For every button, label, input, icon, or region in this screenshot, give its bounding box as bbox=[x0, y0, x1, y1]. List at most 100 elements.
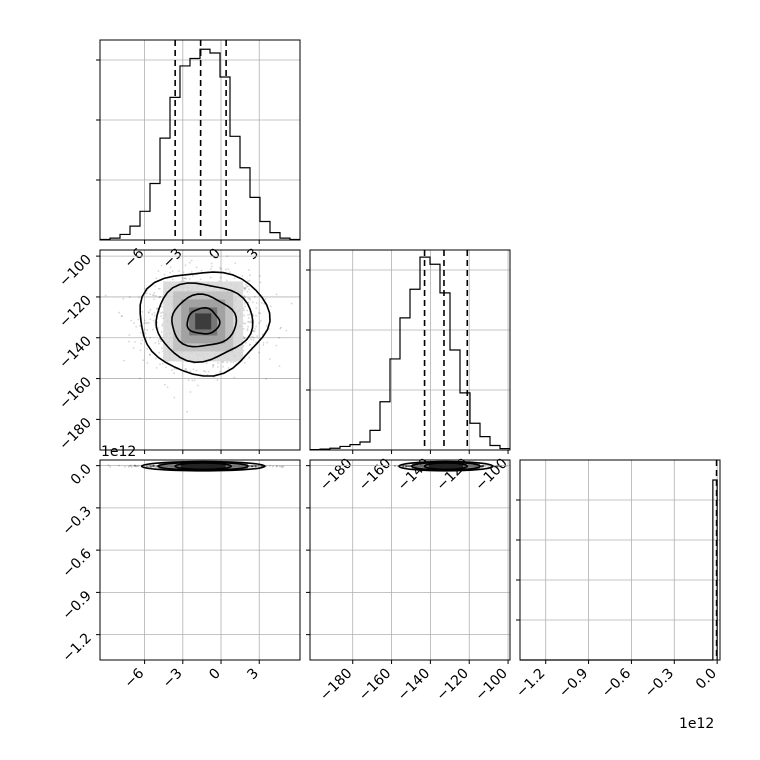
sample-point bbox=[253, 465, 256, 467]
sample-point bbox=[248, 297, 251, 300]
sample-point bbox=[222, 361, 225, 363]
sample-point bbox=[149, 465, 152, 468]
density-cell bbox=[195, 313, 212, 330]
sample-point bbox=[216, 366, 219, 368]
sample-point bbox=[246, 290, 249, 293]
sample-point bbox=[244, 322, 247, 325]
sample-point bbox=[122, 297, 125, 300]
sample-point bbox=[498, 465, 500, 468]
sample-point bbox=[145, 336, 148, 339]
sample-point bbox=[230, 361, 232, 363]
y-tick-label: −0.3 bbox=[59, 503, 94, 538]
sample-point bbox=[251, 301, 254, 304]
sample-point bbox=[212, 364, 214, 367]
sample-point bbox=[500, 465, 502, 468]
sample-point bbox=[250, 465, 253, 468]
sample-point bbox=[407, 465, 410, 468]
sample-point bbox=[246, 329, 249, 332]
sample-point bbox=[141, 310, 144, 313]
y-tick-label: −160 bbox=[56, 374, 95, 413]
sample-point bbox=[159, 287, 161, 290]
sample-point bbox=[500, 465, 502, 468]
sample-point bbox=[248, 279, 251, 282]
x-offset-label-col-3: 1e12 bbox=[679, 716, 714, 732]
sample-point bbox=[154, 342, 157, 344]
sample-point bbox=[195, 266, 198, 269]
sample-point bbox=[244, 287, 247, 290]
sample-point bbox=[171, 369, 173, 372]
sample-point bbox=[498, 464, 501, 467]
sample-point bbox=[243, 309, 246, 312]
sample-point bbox=[138, 377, 141, 380]
sample-point bbox=[254, 465, 257, 467]
sample-point bbox=[408, 464, 411, 467]
sample-point bbox=[247, 325, 249, 328]
sample-point bbox=[278, 465, 281, 468]
sample-point bbox=[481, 465, 483, 468]
sample-point bbox=[133, 322, 135, 324]
sample-point bbox=[225, 279, 228, 282]
sample-point bbox=[207, 370, 210, 373]
sample-point bbox=[173, 372, 176, 375]
sample-point bbox=[195, 369, 198, 372]
sample-point bbox=[155, 465, 158, 468]
sample-point bbox=[212, 363, 215, 366]
sample-point bbox=[184, 264, 187, 267]
sample-point bbox=[406, 465, 409, 468]
sample-point bbox=[406, 465, 408, 468]
sample-point bbox=[487, 465, 490, 468]
sample-point bbox=[190, 259, 193, 262]
sample-point bbox=[408, 465, 411, 468]
sample-point bbox=[146, 329, 149, 331]
sample-point bbox=[406, 465, 409, 468]
sample-point bbox=[135, 325, 138, 328]
sample-point bbox=[148, 465, 150, 468]
sample-point bbox=[254, 466, 257, 468]
sample-point bbox=[481, 464, 484, 467]
sample-point bbox=[404, 465, 407, 468]
sample-point bbox=[495, 465, 498, 468]
sample-point bbox=[404, 465, 406, 468]
sample-point bbox=[394, 464, 397, 467]
sample-point bbox=[153, 465, 156, 468]
sample-point bbox=[247, 280, 249, 283]
sample-point bbox=[152, 464, 155, 467]
sample-point bbox=[233, 277, 236, 280]
x-tick-label: −160 bbox=[356, 456, 395, 495]
sample-point bbox=[219, 276, 222, 279]
sample-point bbox=[148, 353, 151, 356]
sample-point bbox=[139, 349, 142, 352]
sample-point bbox=[260, 302, 263, 304]
sample-point bbox=[275, 293, 278, 296]
sample-point bbox=[496, 465, 499, 468]
sample-point bbox=[160, 264, 163, 267]
sample-point bbox=[192, 368, 195, 371]
sample-point bbox=[269, 358, 271, 361]
sample-point bbox=[218, 266, 221, 269]
sample-point bbox=[265, 324, 268, 327]
sample-point bbox=[199, 278, 202, 281]
sample-point bbox=[127, 465, 130, 468]
sample-point bbox=[158, 296, 160, 299]
x-tick-label: −140 bbox=[395, 666, 434, 705]
sample-point bbox=[249, 344, 251, 347]
sample-point bbox=[252, 339, 255, 341]
sample-point bbox=[409, 465, 412, 468]
sample-point bbox=[269, 305, 272, 308]
sample-point bbox=[184, 277, 187, 280]
sample-point bbox=[242, 322, 245, 325]
sample-point bbox=[481, 465, 484, 468]
sample-point bbox=[247, 301, 250, 304]
hist-param-3-panel: −1.2 −0.9 −0.6 −0.3 0.0 bbox=[513, 459, 721, 701]
sample-point bbox=[159, 295, 162, 298]
sample-point bbox=[154, 466, 157, 469]
sample-point bbox=[290, 302, 293, 305]
sample-point bbox=[149, 465, 152, 467]
sample-point bbox=[135, 465, 138, 468]
x-tick-label: −3 bbox=[160, 666, 186, 692]
sample-point bbox=[243, 314, 246, 317]
sample-point bbox=[147, 311, 150, 314]
sample-point bbox=[153, 465, 156, 468]
sample-point bbox=[481, 465, 484, 467]
sample-point bbox=[151, 465, 154, 468]
